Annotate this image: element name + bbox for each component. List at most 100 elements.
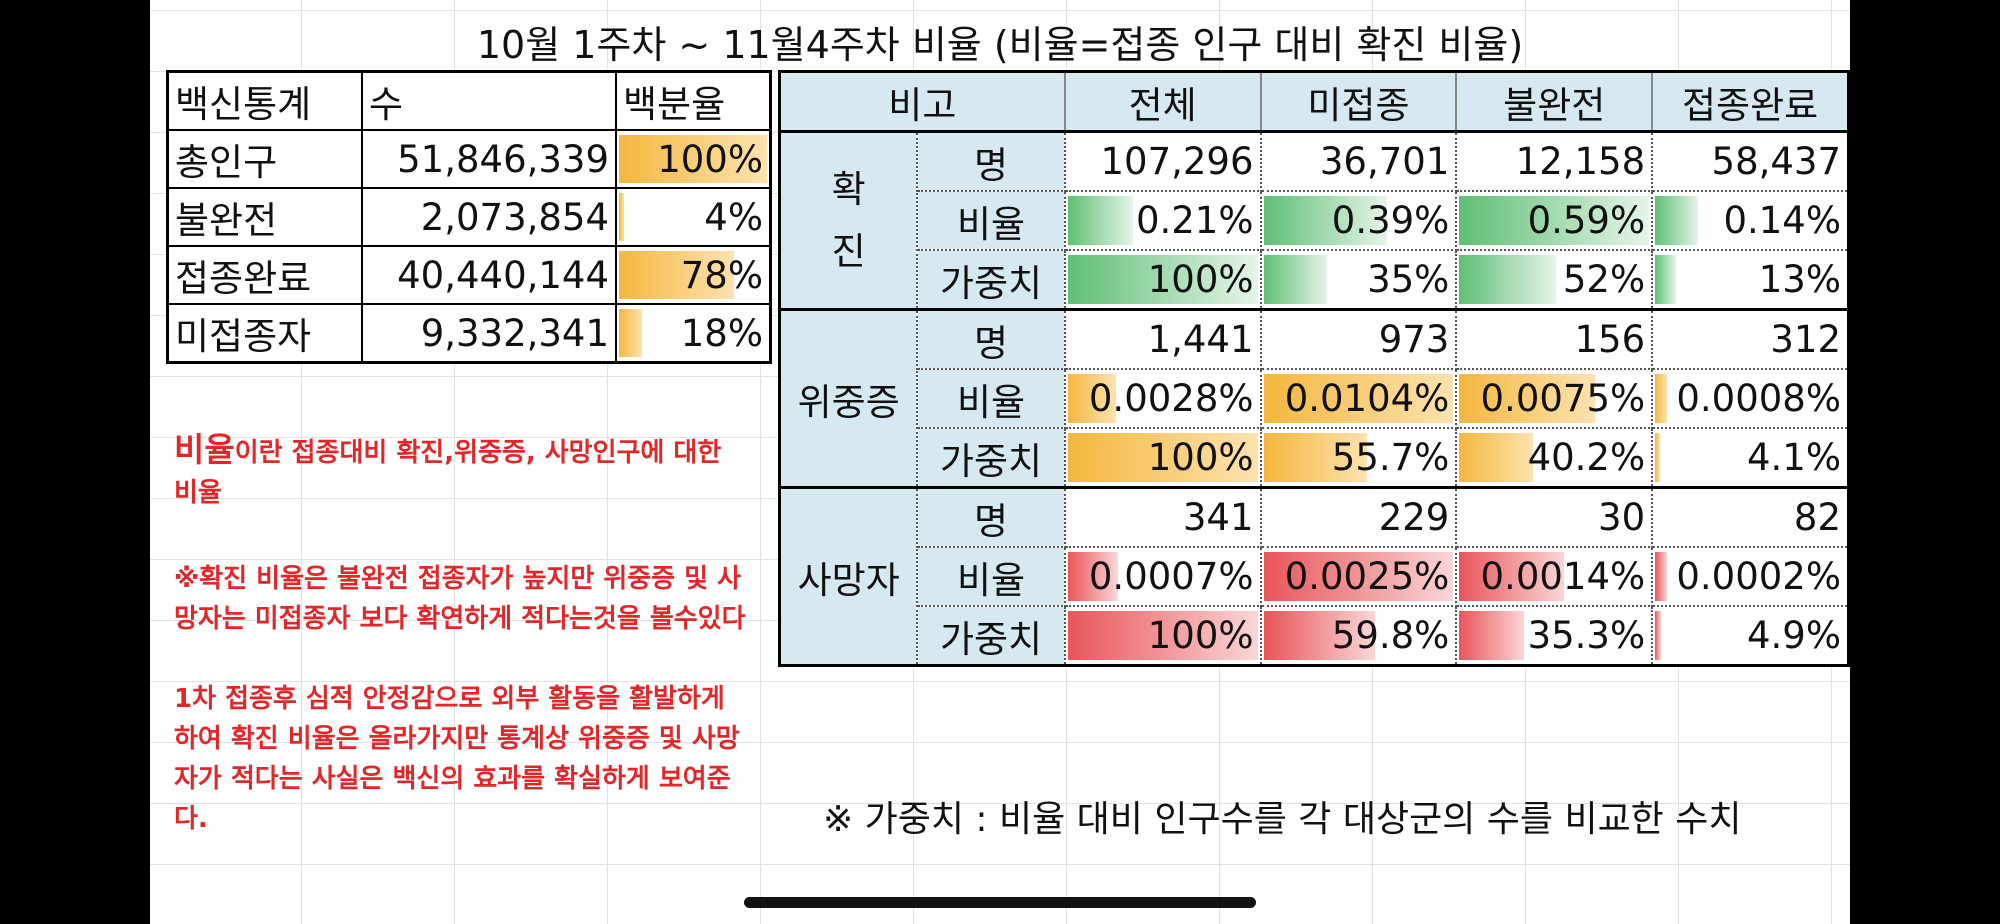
table-row: 사망자 명 341 229 30 82 — [779, 487, 1850, 667]
sub-label[interactable]: 가중치 — [917, 250, 1066, 311]
value-text: 0.0025% — [1284, 555, 1450, 598]
value-cell[interactable]: 156 — [1456, 309, 1654, 370]
value-cell[interactable]: 229 — [1260, 487, 1458, 548]
percent-cell[interactable]: 78% — [615, 245, 772, 305]
header-cell[interactable]: 불완전 — [1456, 71, 1654, 133]
value-cell[interactable]: 973 — [1260, 309, 1458, 370]
value-cell[interactable]: 0.21% — [1064, 191, 1262, 251]
value-cell[interactable]: 312 — [1652, 309, 1850, 370]
header-cell[interactable]: 수 — [361, 70, 617, 131]
value-cell[interactable]: 0.0104% — [1260, 369, 1458, 429]
sub-label[interactable]: 가중치 — [917, 606, 1066, 667]
percent-value: 18% — [680, 311, 763, 355]
group-label[interactable]: 사망자 — [779, 487, 919, 667]
percent-cell[interactable]: 4% — [615, 187, 772, 247]
value-text: 341 — [1182, 496, 1254, 539]
value-text: 30 — [1598, 496, 1646, 539]
value-text: 100% — [1147, 436, 1254, 479]
value-cell[interactable]: 0.0025% — [1260, 547, 1458, 607]
value-cell[interactable]: 0.0028% — [1064, 369, 1262, 429]
data-bar — [1459, 196, 1650, 245]
sub-label[interactable]: 명 — [917, 487, 1066, 548]
group-label[interactable]: 위중증 — [779, 309, 919, 489]
value-cell[interactable]: 12,158 — [1456, 131, 1654, 192]
value-cell[interactable]: 100% — [1064, 250, 1262, 311]
value-cell[interactable]: 52% — [1456, 250, 1654, 311]
sub-label[interactable]: 비율 — [917, 547, 1066, 607]
value-text: 312 — [1770, 318, 1841, 361]
sub-label[interactable]: 명 — [917, 309, 1066, 370]
value-cell[interactable]: 341 — [1064, 487, 1262, 548]
table-row: 총인구 51,846,339 100% — [166, 129, 772, 189]
sub-label[interactable]: 가중치 — [917, 428, 1066, 489]
value-cell[interactable]: 58,437 — [1652, 131, 1850, 192]
data-bar — [1263, 374, 1454, 423]
count-cell[interactable]: 2,073,854 — [361, 187, 617, 247]
value-cell[interactable]: 107,296 — [1064, 131, 1262, 192]
value-text: 55.7% — [1331, 436, 1450, 479]
value-cell[interactable]: 0.0002% — [1652, 547, 1850, 607]
row-label[interactable]: 접종완료 — [166, 245, 363, 305]
value-cell[interactable]: 55.7% — [1260, 428, 1458, 489]
horizontal-scrollbar[interactable] — [744, 897, 1256, 908]
value-cell[interactable]: 0.59% — [1456, 191, 1654, 251]
value-cell[interactable]: 0.0014% — [1456, 547, 1654, 607]
group-label[interactable]: 확 진 — [779, 131, 919, 311]
value-cell[interactable]: 35% — [1260, 250, 1458, 311]
spreadsheet-canvas: 10월 1주차 ~ 11월4주차 비율 (비율=접종 인구 대비 확진 비율) … — [150, 0, 1850, 924]
value-text: 40.2% — [1527, 436, 1646, 479]
value-cell[interactable]: 13% — [1652, 250, 1850, 311]
table-row: 비율 0.0007% 0.0025% 0.0014% 0.0002% — [780, 547, 1850, 607]
count-cell[interactable]: 51,846,339 — [361, 129, 617, 189]
header-cell[interactable]: 접종완료 — [1652, 71, 1850, 133]
percent-cell[interactable]: 18% — [615, 303, 772, 364]
value-cell[interactable]: 82 — [1652, 487, 1850, 548]
table-row: 확 진 명 107,296 36,701 12,158 58,437 — [779, 131, 1850, 311]
row-label[interactable]: 총인구 — [166, 129, 363, 189]
value-cell[interactable]: 59.8% — [1260, 606, 1458, 667]
value-cell[interactable]: 4.1% — [1652, 428, 1850, 489]
ratio-definition-note: 비율이란 접종대비 확진,위중증, 사망인구에 대한 비율 — [174, 430, 754, 513]
data-bar — [619, 135, 767, 183]
header-cell[interactable]: 전체 — [1064, 71, 1262, 133]
header-cell[interactable]: 백분율 — [615, 70, 772, 131]
value-cell[interactable]: 0.0007% — [1064, 547, 1262, 607]
table-row: 미접종자 9,332,341 18% — [166, 303, 772, 364]
value-text: 973 — [1378, 318, 1450, 361]
value-cell[interactable]: 35.3% — [1456, 606, 1654, 667]
header-cell[interactable]: 미접종 — [1260, 71, 1458, 133]
value-cell[interactable]: 30 — [1456, 487, 1654, 548]
value-cell[interactable]: 0.0075% — [1456, 369, 1654, 429]
row-label[interactable]: 미접종자 — [166, 303, 363, 364]
value-cell[interactable]: 0.14% — [1652, 191, 1850, 251]
value-text: 0.0008% — [1676, 377, 1841, 420]
header-cell[interactable]: 백신통계 — [166, 70, 363, 131]
value-cell[interactable]: 0.0008% — [1652, 369, 1850, 429]
value-cell[interactable]: 0.39% — [1260, 191, 1458, 251]
count-cell[interactable]: 40,440,144 — [361, 245, 617, 305]
percent-cell[interactable]: 100% — [615, 129, 772, 189]
sub-label[interactable]: 명 — [917, 131, 1066, 192]
value-cell[interactable]: 4.9% — [1652, 606, 1850, 667]
data-bar — [1067, 255, 1258, 304]
row-label[interactable]: 불완전 — [166, 187, 363, 247]
value-text: 229 — [1378, 496, 1450, 539]
data-bar — [1263, 196, 1388, 245]
count-cell[interactable]: 9,332,341 — [361, 303, 617, 364]
note-lead-word: 비율 — [174, 430, 235, 469]
data-bar — [1263, 611, 1376, 660]
sub-label[interactable]: 비율 — [917, 369, 1066, 429]
value-text: 58,437 — [1711, 140, 1841, 183]
value-cell[interactable]: 100% — [1064, 606, 1262, 667]
sub-label[interactable]: 비율 — [917, 191, 1066, 251]
value-cell[interactable]: 40.2% — [1456, 428, 1654, 489]
data-bar — [619, 193, 624, 241]
value-text: 35% — [1367, 258, 1450, 301]
value-cell[interactable]: 1,441 — [1064, 309, 1262, 370]
analysis-note-1: ※확진 비율은 불완전 접종자가 높지만 위중증 및 사망자는 미접종자 보다 … — [174, 564, 746, 634]
data-bar — [1067, 611, 1258, 660]
value-cell[interactable]: 100% — [1064, 428, 1262, 489]
value-text: 100% — [1147, 614, 1254, 657]
header-cell[interactable]: 비고 — [779, 71, 1066, 133]
value-cell[interactable]: 36,701 — [1260, 131, 1458, 192]
